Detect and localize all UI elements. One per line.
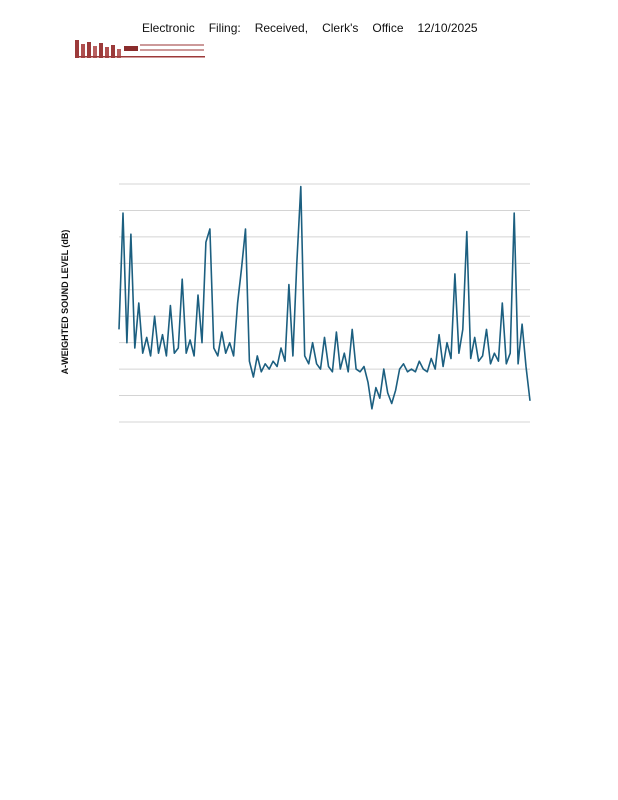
filing-stamp: Electronic Filing: Received, Clerk's Office 1… — [142, 21, 492, 35]
stamp-word: Received, — [254, 21, 309, 35]
logo — [75, 40, 205, 58]
stamp-word: Filing: — [208, 21, 241, 35]
stamp-word: 12/10/2025 — [417, 21, 478, 35]
data-line — [118, 185, 531, 410]
stamp-word: Office — [372, 21, 404, 35]
y-axis-label: A-WEIGHTED SOUND LEVEL (dB) — [60, 230, 70, 375]
stamp-word: Electronic — [142, 21, 195, 35]
stamp-word: Clerk's — [322, 21, 359, 35]
